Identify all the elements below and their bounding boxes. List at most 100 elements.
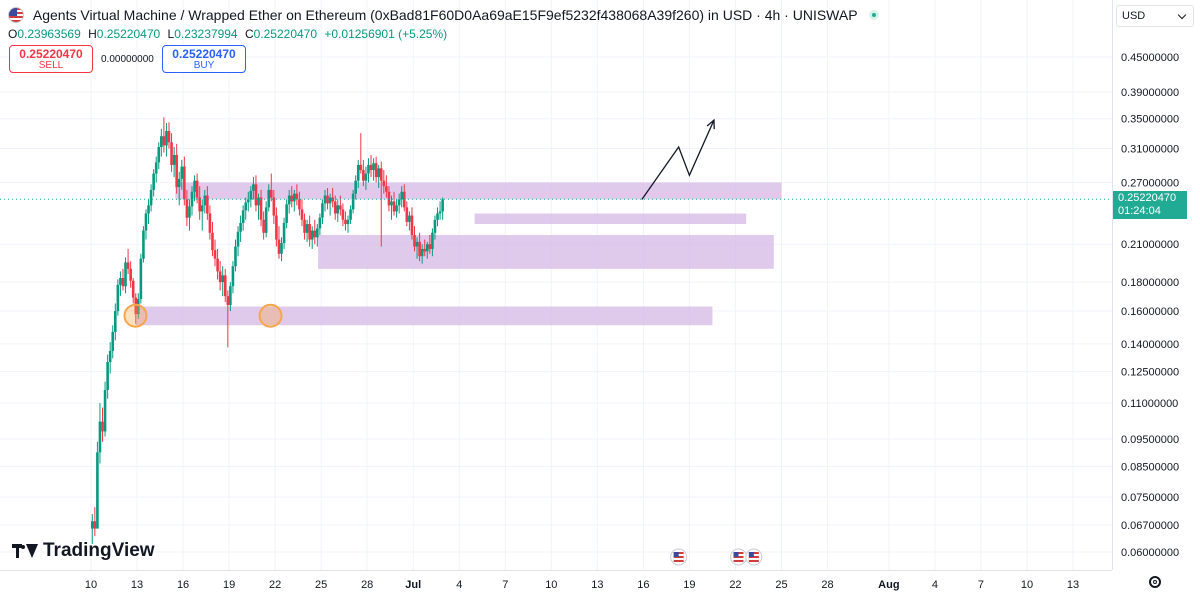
candle <box>165 122 168 157</box>
candle-body <box>293 193 296 202</box>
candle <box>377 164 380 189</box>
candle <box>341 203 345 227</box>
candle-body <box>129 268 132 281</box>
candle-body <box>349 209 352 220</box>
price-tick-label: 0.08500000 <box>1121 461 1179 473</box>
candle <box>157 142 161 170</box>
low-value: 0.23237994 <box>174 27 238 41</box>
candle-body <box>239 222 242 232</box>
price-axis[interactable]: 0.45000000 0.39000000 0.35000000 0.31000000… <box>1113 0 1200 570</box>
candle <box>410 207 414 240</box>
high-label: H <box>88 27 97 41</box>
candle-body <box>420 248 424 257</box>
candle <box>420 244 424 264</box>
candle-body <box>252 184 255 191</box>
candle-body <box>428 244 432 249</box>
time-tick-label: 19 <box>683 579 695 591</box>
candle-body <box>226 296 230 305</box>
candle <box>290 186 294 208</box>
candle <box>116 279 120 316</box>
candle-body <box>101 421 104 432</box>
candle-body <box>333 201 337 214</box>
candle-body <box>413 235 416 247</box>
buy-button[interactable]: 0.25220470 BUY <box>162 45 246 73</box>
candle-body <box>339 205 342 210</box>
candle <box>310 226 314 249</box>
candle <box>418 232 421 262</box>
candle-body <box>126 262 130 269</box>
candle-body <box>167 130 171 143</box>
candle-body <box>298 199 301 210</box>
candle-body <box>336 205 340 214</box>
symbol-title[interactable]: Agents Virtual Machine / Wrapped Ether o… <box>32 7 858 24</box>
candle-body <box>295 193 299 200</box>
candle-body <box>188 206 191 218</box>
price-tick-label: 0.21000000 <box>1121 239 1179 251</box>
candle-body <box>431 232 434 249</box>
candle-body <box>218 271 222 283</box>
candle <box>101 407 104 442</box>
candle-body <box>310 230 314 240</box>
candle <box>149 184 153 212</box>
tradingview-logo[interactable]: TradingView <box>12 540 155 562</box>
candle-body <box>262 219 265 233</box>
candle-body <box>257 197 260 206</box>
candlestick-chart[interactable] <box>0 0 1112 570</box>
high-value: 0.25220470 <box>96 27 161 41</box>
candle-body <box>221 275 225 283</box>
candle <box>142 226 145 263</box>
candle-body <box>234 246 237 267</box>
candle-body <box>216 258 219 272</box>
candle <box>160 128 163 157</box>
price-tick-label: 0.27000000 <box>1121 177 1179 189</box>
candle-body <box>160 136 163 147</box>
candle <box>211 221 214 257</box>
candle <box>423 239 427 257</box>
candle <box>356 159 360 189</box>
candle <box>119 271 122 297</box>
open-label: O <box>8 27 18 41</box>
candle-body <box>326 195 329 204</box>
candle-body <box>356 164 360 181</box>
highlight-circle <box>123 303 148 328</box>
gear-icon[interactable] <box>1149 576 1161 588</box>
chart-area[interactable] <box>0 0 1112 570</box>
time-scale[interactable]: 10 13 16 19 22 25 28 Jul 4 7 10 13 16 19 22 25 28 Aug 4 7 10… <box>0 570 1112 599</box>
sell-button[interactable]: 0.25220470 SELL <box>9 45 93 73</box>
candle-body <box>93 521 97 529</box>
candle <box>318 213 322 236</box>
candle <box>369 154 373 178</box>
candle-body <box>108 350 112 363</box>
candle <box>415 237 419 259</box>
currency-select[interactable]: USD <box>1116 5 1194 27</box>
symbol-header: Agents Virtual Machine / Wrapped Ether o… <box>8 6 880 24</box>
candle-body <box>246 199 250 203</box>
price-scale[interactable]: 0.45000000 0.39000000 0.35000000 0.31000000… <box>1112 0 1200 570</box>
candle-body <box>354 180 357 194</box>
chevron-down-icon <box>1177 10 1187 20</box>
time-tick-label: 16 <box>637 579 649 591</box>
candle <box>223 268 227 302</box>
candle-body <box>277 239 281 254</box>
candle <box>231 261 235 294</box>
candle <box>154 156 158 183</box>
candle <box>262 211 265 240</box>
price-tick-label: 0.06000000 <box>1121 547 1179 559</box>
candle <box>333 195 337 220</box>
candle <box>328 193 332 216</box>
price-tick-label: 0.06700000 <box>1121 520 1179 532</box>
candle <box>236 226 240 257</box>
candle <box>405 201 409 227</box>
candle <box>172 146 176 178</box>
candle <box>326 188 329 210</box>
time-tick-label: 19 <box>223 579 235 591</box>
candle <box>272 189 276 225</box>
candle <box>362 159 365 187</box>
time-axis[interactable]: 10 13 16 19 22 25 28 Jul 4 7 10 13 16 19 22 25 28 Aug 4 7 10… <box>0 571 1112 599</box>
low-label: L <box>167 27 175 41</box>
candle <box>295 184 299 206</box>
candle-body <box>157 146 161 163</box>
candle <box>372 158 375 181</box>
candle <box>183 156 186 206</box>
candle <box>229 282 232 312</box>
